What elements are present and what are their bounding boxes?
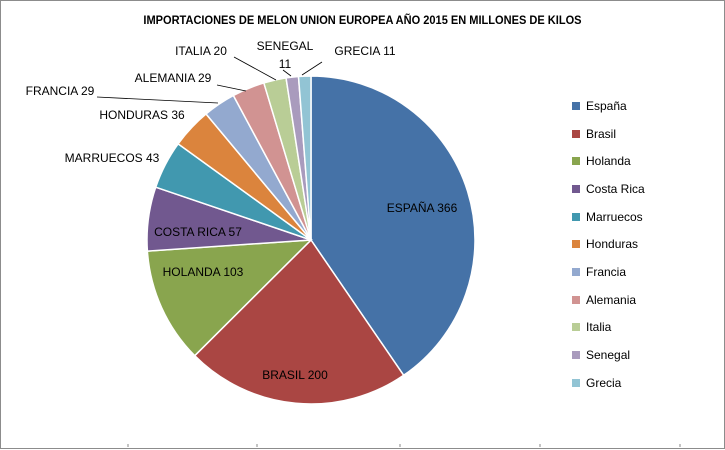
legend-label: Alemania	[586, 292, 637, 307]
pie-slice-españa	[310, 75, 476, 377]
legend-item-holanda: Holanda	[572, 147, 712, 175]
legend-swatch	[572, 240, 580, 249]
pie-slice-holanda	[146, 239, 313, 357]
legend-item-honduras: Honduras	[572, 230, 712, 258]
leader-line-alemania	[216, 84, 247, 92]
legend-label: Costa Rica	[586, 181, 645, 196]
legend-item-italia: Italia	[572, 314, 712, 342]
data-label-brasil: BRASIL 200	[262, 368, 328, 382]
legend-item-alemania: Alemania	[572, 286, 712, 314]
data-label-alemania: ALEMANIA 29	[135, 71, 212, 85]
legend-swatch	[572, 157, 580, 166]
legend-label: Marruecos	[586, 209, 643, 224]
legend-label: Honduras	[586, 237, 639, 252]
legend-swatch	[572, 378, 580, 387]
data-label-marruecos: MARRUECOS 43	[65, 151, 160, 165]
data-label-españa: ESPAÑA 366	[387, 201, 458, 215]
legend-swatch	[572, 101, 580, 110]
data-label-senegal: SENEGAL 11	[257, 39, 314, 71]
leader-line-francia	[96, 96, 219, 104]
legend-label: Brasil	[586, 126, 617, 141]
legend-item-costa-rica: Costa Rica	[572, 175, 712, 203]
legend-item-brasil: Brasil	[572, 120, 712, 148]
data-label-francia: FRANCIA 29	[26, 84, 95, 98]
leader-line-italia	[233, 56, 277, 81]
leader-line-grecia	[301, 61, 323, 76]
legend-label: Grecia	[586, 375, 622, 390]
legend-label: Francia	[586, 264, 627, 279]
leader-line-senegal	[282, 69, 292, 77]
legend-swatch	[572, 267, 580, 276]
legend-swatch	[572, 323, 580, 332]
legend-label: España	[586, 98, 627, 113]
data-label-grecia: GRECIA 11	[334, 44, 395, 58]
legend-swatch	[572, 212, 580, 221]
data-label-costa-rica: COSTA RICA 57	[154, 225, 242, 239]
pie-slice-grecia	[297, 75, 312, 241]
legend-swatch	[572, 351, 580, 360]
legend-item-senegal: Senegal	[572, 341, 712, 369]
pie-slice-brasil	[193, 238, 405, 405]
data-label-italia: ITALIA 20	[175, 44, 227, 58]
legend-swatch	[572, 184, 580, 193]
data-label-honduras: HONDURAS 36	[99, 108, 185, 122]
legend-label: Senegal	[586, 348, 631, 363]
legend-label: Italia	[586, 320, 612, 335]
data-label-holanda: HOLANDA 103	[163, 265, 244, 279]
legend: España Brasil Holanda Costa Rica Marruecos Ho…	[572, 92, 712, 397]
legend-item-grecia: Grecia	[572, 369, 712, 397]
legend-item-marruecos: Marruecos	[572, 203, 712, 231]
legend-swatch	[572, 295, 580, 304]
chart-title: IMPORTACIONES DE MELON UNION EUROPEA AÑO…	[143, 13, 582, 27]
legend-item-francia: Francia	[572, 258, 712, 286]
legend-label: Holanda	[586, 154, 631, 169]
legend-item-españa: España	[572, 92, 712, 120]
legend-swatch	[572, 129, 580, 138]
